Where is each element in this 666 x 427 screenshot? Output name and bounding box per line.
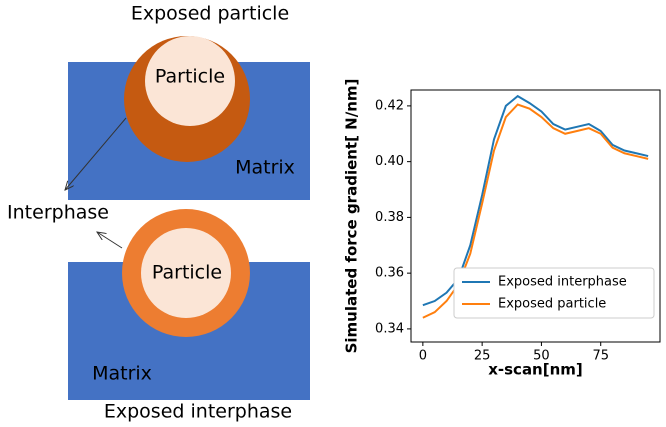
matrix-label: Matrix bbox=[235, 157, 295, 179]
x-axis-label: x-scan[nm] bbox=[488, 361, 583, 379]
x-tick-label: 75 bbox=[592, 349, 609, 364]
y-axis-label: Simulated force gradient[ N/nm] bbox=[343, 79, 361, 354]
chart: 0.34 0.36 0.38 0.40 0.42 0 25 50 75 x-scan[nm] Sim… bbox=[343, 79, 661, 379]
arrow bbox=[65, 117, 127, 190]
y-tick-label: 0.36 bbox=[375, 266, 404, 281]
matrix-label: Matrix bbox=[92, 363, 152, 385]
particle-label: Particle bbox=[155, 66, 225, 88]
x-tick-label: 0 bbox=[419, 349, 427, 364]
legend-label: Exposed interphase bbox=[498, 275, 627, 290]
particle bbox=[145, 36, 235, 126]
x-tick-label: 50 bbox=[533, 349, 550, 364]
x-tick-label: 25 bbox=[474, 349, 491, 364]
particle bbox=[141, 228, 231, 318]
plot-frame bbox=[410, 89, 661, 343]
y-tick-label: 0.38 bbox=[375, 210, 404, 225]
arrow bbox=[97, 232, 123, 249]
particle-label: Particle bbox=[152, 262, 222, 284]
interphase-label: Interphase bbox=[7, 202, 109, 224]
y-tick-label: 0.34 bbox=[375, 321, 404, 336]
top-title: Exposed particle bbox=[131, 3, 289, 25]
legend-box bbox=[453, 267, 655, 319]
legend-label: Exposed particle bbox=[498, 297, 606, 312]
y-tick-label: 0.40 bbox=[375, 154, 404, 169]
bottom-title: Exposed interphase bbox=[104, 401, 292, 423]
diagram: Exposed particle Particle Matrix Interph… bbox=[7, 3, 310, 423]
y-tick-label: 0.42 bbox=[375, 98, 404, 113]
